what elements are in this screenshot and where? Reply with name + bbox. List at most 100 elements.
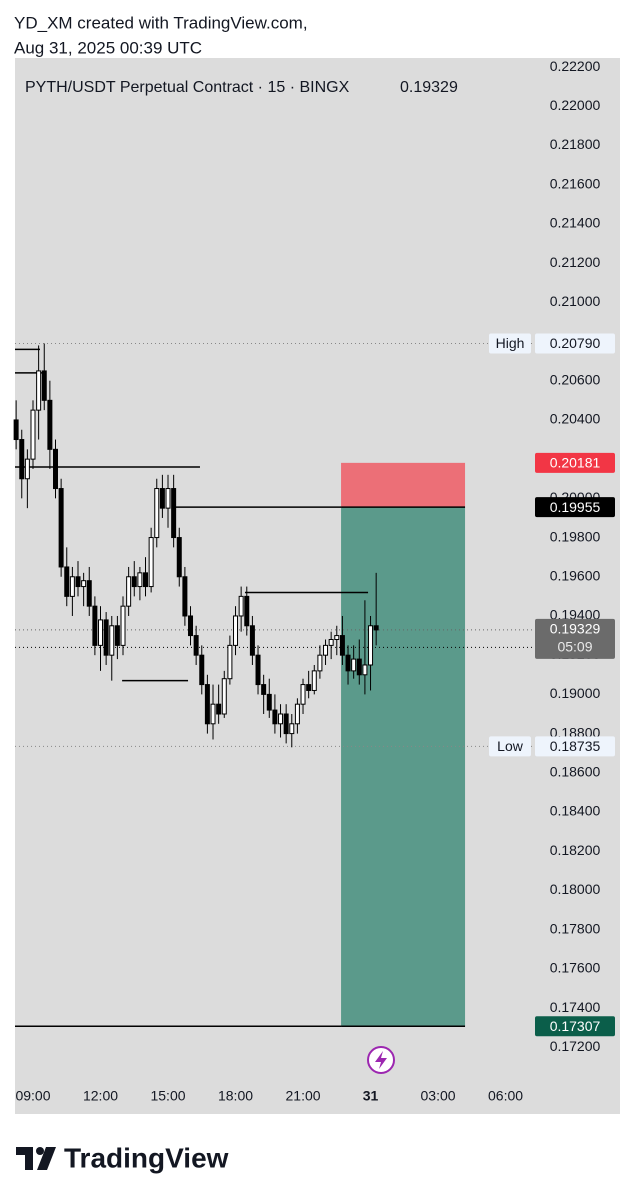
candle-body [233,615,239,646]
entry-price-tag-bg [535,497,615,518]
candle-body [188,615,194,637]
candle-body [19,439,25,480]
x-tick-label: 09:00 [15,1088,50,1104]
candle-body [328,638,334,646]
target-price-tag: 0.17307 [550,1018,601,1034]
candle-body [41,370,47,401]
high-price-tag: 0.20790 [550,335,601,351]
candle-body [13,419,19,441]
candle-body [351,658,357,672]
x-tick-label: 18:00 [218,1088,253,1104]
candle-body [24,458,30,480]
candle-body [176,537,182,578]
candles-layer [13,343,379,748]
y-tick-label: 0.21000 [550,293,601,309]
y-tick-label: 0.22000 [550,97,601,113]
last-price-tag-bg [535,618,615,659]
author-line: YD_XM created with TradingView.com, [14,13,308,32]
candle-body [58,488,64,568]
countdown: 05:09 [557,639,592,655]
candle-body [334,635,340,640]
y-tick-label: 0.19600 [550,567,601,583]
logo-dot [36,1147,44,1155]
y-tick-label: 0.21200 [550,254,601,270]
candle-body [255,654,261,686]
candle-body [36,370,42,411]
y-tick-label: 0.17600 [550,960,601,976]
entry-price-tag: 0.19955 [550,499,601,515]
low-name-tag: Low [497,738,524,754]
position-profit-zone [341,507,466,1027]
candle-body [345,654,351,672]
chart-background [15,58,620,1114]
y-tick-label: 0.18200 [550,842,601,858]
candle-body [238,595,244,617]
candle-body [216,703,222,715]
alert-bolt[interactable] [375,1051,387,1069]
candle-body [47,399,53,450]
y-tick-label: 0.21800 [550,136,601,152]
candle-body [64,566,70,597]
candle-body [362,664,368,676]
candle-body [86,580,92,607]
high-name-tag-bg [489,333,531,354]
candle-body [272,709,278,725]
candle-body [171,488,177,539]
y-tick-label: 0.17800 [550,920,601,936]
y-tick-label: 0.18800 [550,724,601,740]
candle-body [266,693,272,711]
candle-body [356,658,362,676]
candle-body [368,625,374,666]
candle-body [227,644,233,680]
target-price-tag-bg [535,1016,615,1037]
candle-body [244,595,250,627]
y-tick-label: 0.19000 [550,685,601,701]
candle-body [120,605,126,646]
x-tick-label: 03:00 [421,1088,456,1104]
candle-body [323,644,329,656]
y-tick-label: 0.21600 [550,175,601,191]
candle-body [300,684,306,705]
candle-body [261,684,267,695]
date-line: Aug 31, 2025 00:39 UTC [14,38,202,57]
low-name-tag-bg [489,736,531,757]
high-price-tag-bg [535,333,615,354]
logo-slash [37,1147,56,1170]
candle-body [278,713,284,725]
brand-name: TradingView [64,1142,229,1173]
candle-body [306,684,312,691]
candle-body [221,678,227,715]
candle-body [339,635,345,656]
high-name-tag: High [496,335,525,351]
last-price-tag: 0.19329 [550,621,601,637]
candle-body [143,572,149,588]
y-tick-label: 0.19800 [550,528,601,544]
chart-title: PYTH/USDT Perpetual Contract · 15 · BING… [25,79,350,96]
x-tick-label: 06:00 [488,1088,523,1104]
candle-body [69,576,75,597]
y-tick-label: 0.20400 [550,411,601,427]
candle-body [131,576,137,588]
candle-body [193,635,199,656]
candle-body [81,580,87,588]
candle-body [154,488,160,539]
candle-body [283,713,289,735]
lines-layer [15,342,533,1028]
candle-body [75,576,81,588]
candle-body [289,723,295,735]
y-tick-label: 0.17200 [550,1038,601,1054]
candle-body [311,670,317,691]
candle-body [249,625,255,656]
y-tick-label: 0.20600 [550,371,601,387]
candle-body [294,703,300,725]
candle-body [373,625,379,631]
x-tick-label: 15:00 [150,1088,185,1104]
candle-body [317,654,323,672]
candle-body [182,576,188,617]
candle-body [199,654,205,686]
position-loss-zone [341,462,466,508]
y-tick-label: 0.18000 [550,881,601,897]
alert-icon[interactable] [367,1046,395,1074]
y-tick-label: 0.17400 [550,999,601,1015]
